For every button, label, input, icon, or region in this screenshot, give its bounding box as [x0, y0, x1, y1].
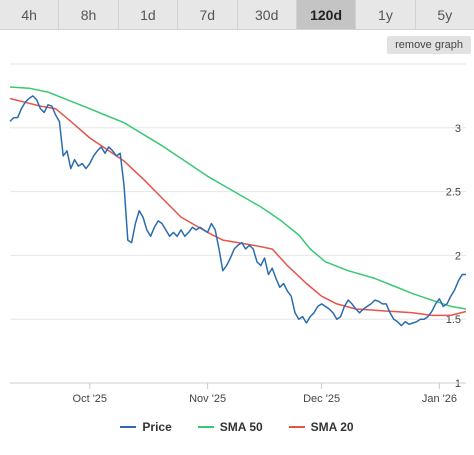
legend-swatch-sma-50 — [197, 426, 214, 428]
tab-8h[interactable]: 8h — [59, 0, 119, 30]
tab-1y[interactable]: 1y — [356, 0, 416, 30]
y-tick-label: 1 — [455, 378, 461, 390]
y-tick-label: 1.5 — [446, 314, 461, 326]
tab-4h[interactable]: 4h — [0, 0, 60, 30]
series-line-price — [9, 95, 466, 327]
x-tick-label: Oct '25 — [73, 393, 108, 405]
legend-item-sma-50[interactable]: SMA 50 — [197, 420, 263, 434]
series-line-sma-50 — [9, 86, 467, 310]
y-tick-label: 3 — [455, 123, 461, 135]
legend-swatch-sma-20 — [288, 426, 305, 428]
legend-label-price: Price — [142, 420, 172, 434]
y-tick-label: 2 — [455, 250, 461, 262]
legend-swatch-price — [120, 426, 137, 428]
remove-graph-button[interactable]: remove graph — [387, 36, 471, 54]
legend-item-price[interactable]: Price — [120, 420, 172, 434]
series-line-sma-20 — [9, 97, 467, 317]
tab-1d[interactable]: 1d — [118, 0, 179, 30]
tab-7d[interactable]: 7d — [178, 0, 238, 30]
legend-label-sma-20: SMA 20 — [310, 420, 354, 434]
tab-120d[interactable]: 120d — [296, 0, 357, 30]
x-tick-label: Nov '25 — [189, 393, 226, 405]
x-tick-label: Jan '26 — [422, 393, 457, 405]
x-tick-label: Dec '25 — [303, 393, 340, 405]
legend-label-sma-50: SMA 50 — [219, 420, 263, 434]
y-tick-label: 2.5 — [446, 187, 461, 199]
chart-legend: Price SMA 50 SMA 20 — [0, 420, 474, 434]
tab-5y[interactable]: 5y — [415, 0, 474, 30]
legend-item-sma-20[interactable]: SMA 20 — [288, 420, 354, 434]
tab-30d[interactable]: 30d — [237, 0, 297, 30]
timeframe-tabs: 4h 8h 1d 7d 30d 120d 1y 5y — [0, 0, 474, 30]
